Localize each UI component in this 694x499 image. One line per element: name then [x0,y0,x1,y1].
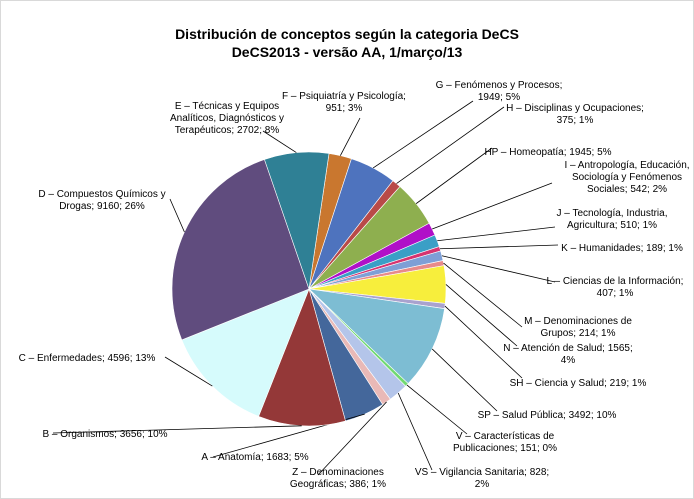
leader-line [52,425,302,434]
leader-line [439,244,559,250]
leader-line [437,226,556,242]
data-label: D – Compuestos Químicos y Drogas; 9160; 2… [38,189,165,212]
pie-slice [171,159,310,341]
data-label: H – Disciplinas y Ocupaciones; 375; 1% [506,103,644,126]
data-label: F – Psiquiatría y Psicología; 951; 3% [282,91,406,114]
data-label: J – Tecnología, Industria, Agricultura; 5… [557,208,668,231]
leader-line [397,392,433,471]
leader-line [262,130,297,153]
data-label: VS – Vigilancia Sanitaria; 828; 2% [415,467,549,490]
leader-line [372,100,474,169]
leader-line [432,182,553,230]
data-label: B – Organismos; 3656; 10% [42,429,167,440]
data-label: SH – Ciencia y Salud; 219; 1% [510,378,647,389]
data-label: Z – Denominaciones Geográficas; 386; 1% [290,467,386,490]
data-label: A – Anatomía; 1683; 5% [201,452,308,463]
data-label: I – Antropología, Educación, Sociología y… [564,160,689,195]
leader-line [339,117,361,156]
data-label: G – Fenómenos y Procesos; 1949; 5% [436,80,563,103]
data-label: SP – Salud Pública; 3492; 10% [478,410,617,421]
data-label: C – Enfermedades; 4596; 13% [19,353,156,364]
data-label: HP – Homeopatía; 1945; 5% [484,147,611,158]
leader-line [164,356,213,387]
leader-line [444,305,523,379]
leader-line [317,401,387,476]
leader-line [443,262,523,328]
chart-subtitle: DeCS2013 - versão AA, 1/março/13 [231,44,463,60]
pie-slice [308,288,445,384]
data-label: L – Ciencias de la Información; 407; 1% [547,276,684,299]
leader-line [169,198,185,233]
data-label: M – Denominaciones de Grupos; 214; 1% [524,316,632,339]
data-label: K – Humanidades; 189; 1% [561,243,683,254]
data-label: N – Atención de Salud; 1565; 4% [503,343,633,366]
leader-line [445,284,518,347]
data-label: E – Técnicas y Equipos Analíticos, Diagnó… [170,101,284,136]
leader-line [406,384,468,435]
chart-title: Distribución de conceptos según la categ… [175,26,519,42]
leader-line [415,147,493,204]
data-label: V – Características de Publicaciones; 151… [453,431,557,454]
pie-slice [264,151,330,290]
leader-line [396,106,505,184]
leader-line [431,348,498,412]
leader-line [441,255,556,283]
